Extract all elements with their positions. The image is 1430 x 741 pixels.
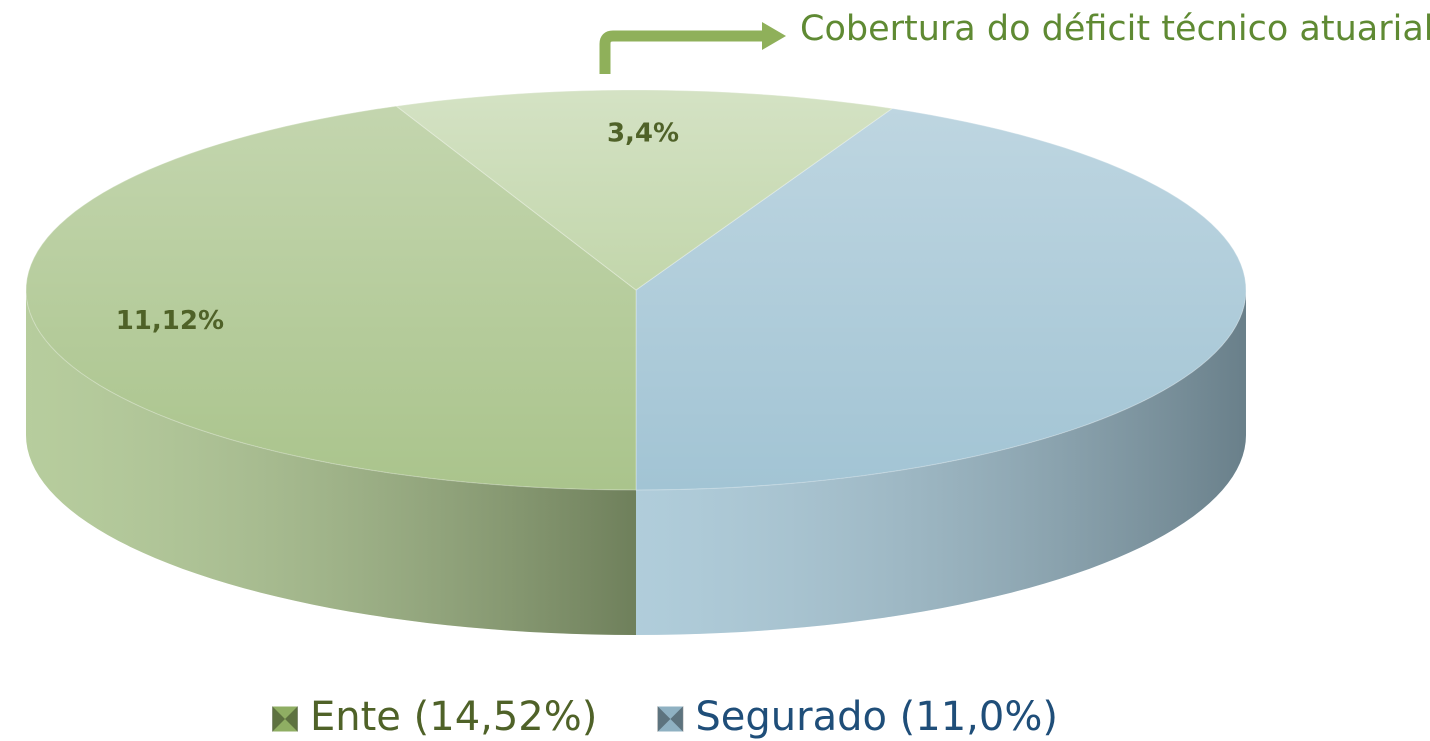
legend-label: Segurado (11,0%) (695, 694, 1058, 740)
legend-label: Ente (14,52%) (310, 694, 597, 740)
annotation: Cobertura do déficit técnico atuarial (800, 9, 1430, 49)
data-label: 3,4% (607, 119, 679, 149)
legend-swatch (271, 705, 299, 733)
slice-highlight (26, 106, 637, 491)
slice-side-shade (636, 290, 1246, 635)
slice-side-shade (26, 290, 636, 635)
legend-swatch-bevel (272, 706, 298, 732)
annotation-arrowhead (762, 22, 786, 50)
data-label: 11,12% (116, 306, 224, 336)
pie: 11,12% 3,4% (25, 89, 1247, 635)
legend-swatch (656, 705, 684, 733)
legend: Ente (14,52%) Segurado (11,0%) (271, 694, 1058, 740)
annotation-arrow (599, 30, 765, 74)
slice-highlight (636, 108, 1246, 490)
slice-highlight (396, 90, 893, 290)
legend-swatch-bevel (657, 706, 684, 732)
